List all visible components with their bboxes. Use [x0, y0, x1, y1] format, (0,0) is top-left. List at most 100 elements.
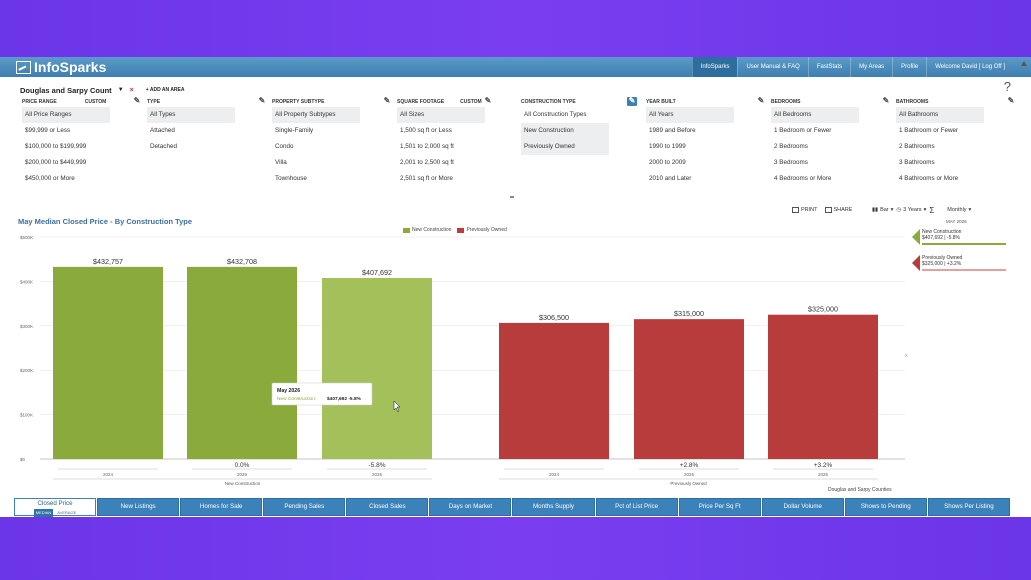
filter-option[interactable]: 2 Bedrooms	[774, 143, 808, 150]
tab-shows-per-listing[interactable]: Shows Per Listing	[927, 498, 1010, 516]
filter-option[interactable]: Detached	[150, 143, 177, 150]
help-icon[interactable]: ?	[1003, 79, 1011, 94]
side-legend-value: $325,000 | +3.2%	[922, 261, 962, 267]
filter-option[interactable]: All Property Subtypes	[272, 107, 360, 123]
filter-option[interactable]: 3 Bathrooms	[899, 159, 935, 166]
tab-homes-for-sale[interactable]: Homes for Sale	[180, 498, 263, 516]
print-button[interactable]: PRINT	[792, 207, 818, 213]
filter-option[interactable]: All Sizes	[397, 107, 485, 123]
panel-splitter-handle[interactable]	[510, 196, 514, 198]
nav-profile[interactable]: Profile	[892, 57, 926, 77]
area-select[interactable]: Douglas and Sarpy Count	[20, 85, 112, 95]
nav-my-areas[interactable]: My Areas	[850, 57, 892, 77]
filter-option[interactable]: 2010 and Later	[649, 175, 692, 182]
legend-label: New Construction	[412, 227, 452, 233]
legend-item-new-construction[interactable]: New Construction	[403, 227, 451, 233]
filter-option[interactable]: 1990 to 1999	[649, 143, 686, 150]
custom-link[interactable]: CUSTOM	[84, 99, 107, 105]
pencil-icon[interactable]: ✎	[258, 96, 266, 105]
metric-tabs: Closed Price MEDIAN AVERAGE New Listings …	[14, 498, 1010, 517]
filter-option[interactable]: All Types	[147, 107, 235, 123]
filter-option[interactable]: All Years	[646, 107, 734, 123]
filter-option[interactable]: $100,000 to $199,999	[25, 143, 87, 150]
nav-faststats[interactable]: FastStats	[807, 57, 850, 77]
tab-pct-of-list-price[interactable]: Pct of List Price	[595, 498, 678, 516]
average-toggle[interactable]: AVERAGE	[57, 510, 77, 515]
nav-welcome-logoff[interactable]: Welcome David [ Log Off ]	[926, 57, 1013, 77]
pencil-icon[interactable]: ✎	[484, 96, 492, 105]
custom-link[interactable]: CUSTOM	[460, 99, 482, 105]
filter-option[interactable]: 2,501 sq ft or More	[400, 175, 453, 182]
filter-option[interactable]: Condo	[275, 143, 294, 150]
pencil-icon[interactable]: ✎	[627, 96, 637, 106]
tab-closed-sales[interactable]: Closed Sales	[346, 498, 429, 516]
sigma-button[interactable]: Σ	[929, 205, 935, 215]
pencil-icon[interactable]: ✎	[383, 96, 391, 105]
y-tick-label: $400K	[20, 279, 33, 284]
filter-option[interactable]: 4 Bedrooms or More	[774, 175, 832, 182]
bar-previously-owned-2026[interactable]	[768, 314, 878, 459]
tab-months-supply[interactable]: Months Supply	[512, 498, 595, 516]
tooltip-label: New Construction:	[277, 396, 316, 402]
filter-option[interactable]: Previously Owned	[521, 139, 609, 155]
tab-days-on-market[interactable]: Days on Market	[429, 498, 512, 516]
share-icon	[824, 207, 832, 213]
chart-type-select[interactable]: ▮▮ Bar ▾	[872, 207, 893, 213]
range-select[interactable]: ◷ 3 Years ▾	[896, 207, 926, 213]
filter-option[interactable]: Single-Family	[275, 127, 314, 134]
filter-option[interactable]: Townhouse	[275, 175, 307, 182]
filter-option[interactable]: All Construction Types	[524, 111, 587, 118]
median-toggle[interactable]: MEDIAN	[33, 509, 54, 517]
tab-dollar-volume[interactable]: Dollar Volume	[761, 498, 844, 516]
filter-option[interactable]: $99,999 or Less	[25, 127, 71, 134]
pencil-icon[interactable]: ✎	[882, 96, 890, 105]
chevron-right-icon[interactable]: ›	[905, 353, 907, 359]
bar-new-construction-2025[interactable]	[187, 266, 297, 459]
nav-infosparks[interactable]: InfoSparks	[691, 57, 738, 77]
pencil-icon[interactable]: ✎	[757, 96, 765, 105]
y-tick-label: $0	[20, 457, 26, 462]
filter-option[interactable]: 2 Bathrooms	[899, 143, 935, 150]
filter-option[interactable]: All Bedrooms	[771, 107, 859, 123]
add-area-link[interactable]: + ADD AN AREA	[145, 87, 185, 93]
filter-option[interactable]: 3 Bedrooms	[774, 159, 808, 166]
pencil-icon[interactable]: ✎	[133, 96, 141, 105]
filter-option[interactable]: $200,000 to $449,999	[25, 159, 87, 166]
nav-user-manual[interactable]: User Manual & FAQ	[737, 57, 807, 77]
bar-new-construction-2024[interactable]	[53, 266, 163, 459]
share-button[interactable]: SHARE	[824, 207, 853, 213]
filter-option[interactable]: 1 Bedroom or Fewer	[774, 127, 832, 134]
filter-option[interactable]: Attached	[150, 127, 175, 134]
filter-option[interactable]: 1,501 to 2,000 sq ft	[400, 143, 454, 150]
tab-pending-sales[interactable]: Pending Sales	[263, 498, 346, 516]
filter-option[interactable]: All Price Ranges	[22, 107, 110, 123]
filter-option[interactable]: 1 Bathroom or Fewer	[899, 127, 959, 134]
tab-price-per-sq-ft[interactable]: Price Per Sq Ft	[678, 498, 761, 516]
filter-option[interactable]: 4 Bathrooms or More	[899, 175, 959, 182]
period-select[interactable]: Monthly ▾	[947, 207, 971, 213]
filter-option[interactable]: 2,001 to 2,500 sq ft	[400, 159, 454, 166]
filter-option[interactable]: Villa	[275, 159, 287, 166]
remove-area-icon[interactable]: ×	[129, 86, 134, 94]
filter-option[interactable]: New Construction	[521, 123, 609, 139]
filter-option[interactable]: $450,000 or More	[25, 175, 75, 182]
filter-option[interactable]: 1989 and Before	[649, 127, 696, 134]
filter-option[interactable]: All Bathrooms	[896, 107, 984, 123]
bar-previously-owned-2025[interactable]	[634, 319, 744, 459]
chart-logo-icon	[16, 60, 31, 74]
legend-item-previously-owned[interactable]: Previously Owned	[457, 227, 507, 233]
bar-previously-owned-2024[interactable]	[499, 322, 609, 459]
data-label: $325,000	[808, 305, 838, 314]
caret-down-icon[interactable]: ▼	[117, 87, 124, 93]
pencil-icon[interactable]: ✎	[1007, 96, 1015, 105]
bar-chart-icon: ▮▮	[872, 207, 879, 213]
scroll-up-icon[interactable]	[1021, 61, 1027, 66]
filter-option[interactable]: 1,500 sq ft or Less	[400, 127, 452, 134]
logo[interactable]: InfoSparks	[16, 59, 106, 75]
tab-closed-price[interactable]: Closed Price MEDIAN AVERAGE	[14, 498, 97, 517]
filter-option[interactable]: 2000 to 2009	[649, 159, 686, 166]
share-label: SHARE	[833, 207, 853, 213]
tab-shows-to-pending[interactable]: Shows to Pending	[844, 498, 927, 516]
tab-new-listings[interactable]: New Listings	[97, 498, 180, 516]
bar-new-construction-2026[interactable]	[322, 277, 432, 459]
